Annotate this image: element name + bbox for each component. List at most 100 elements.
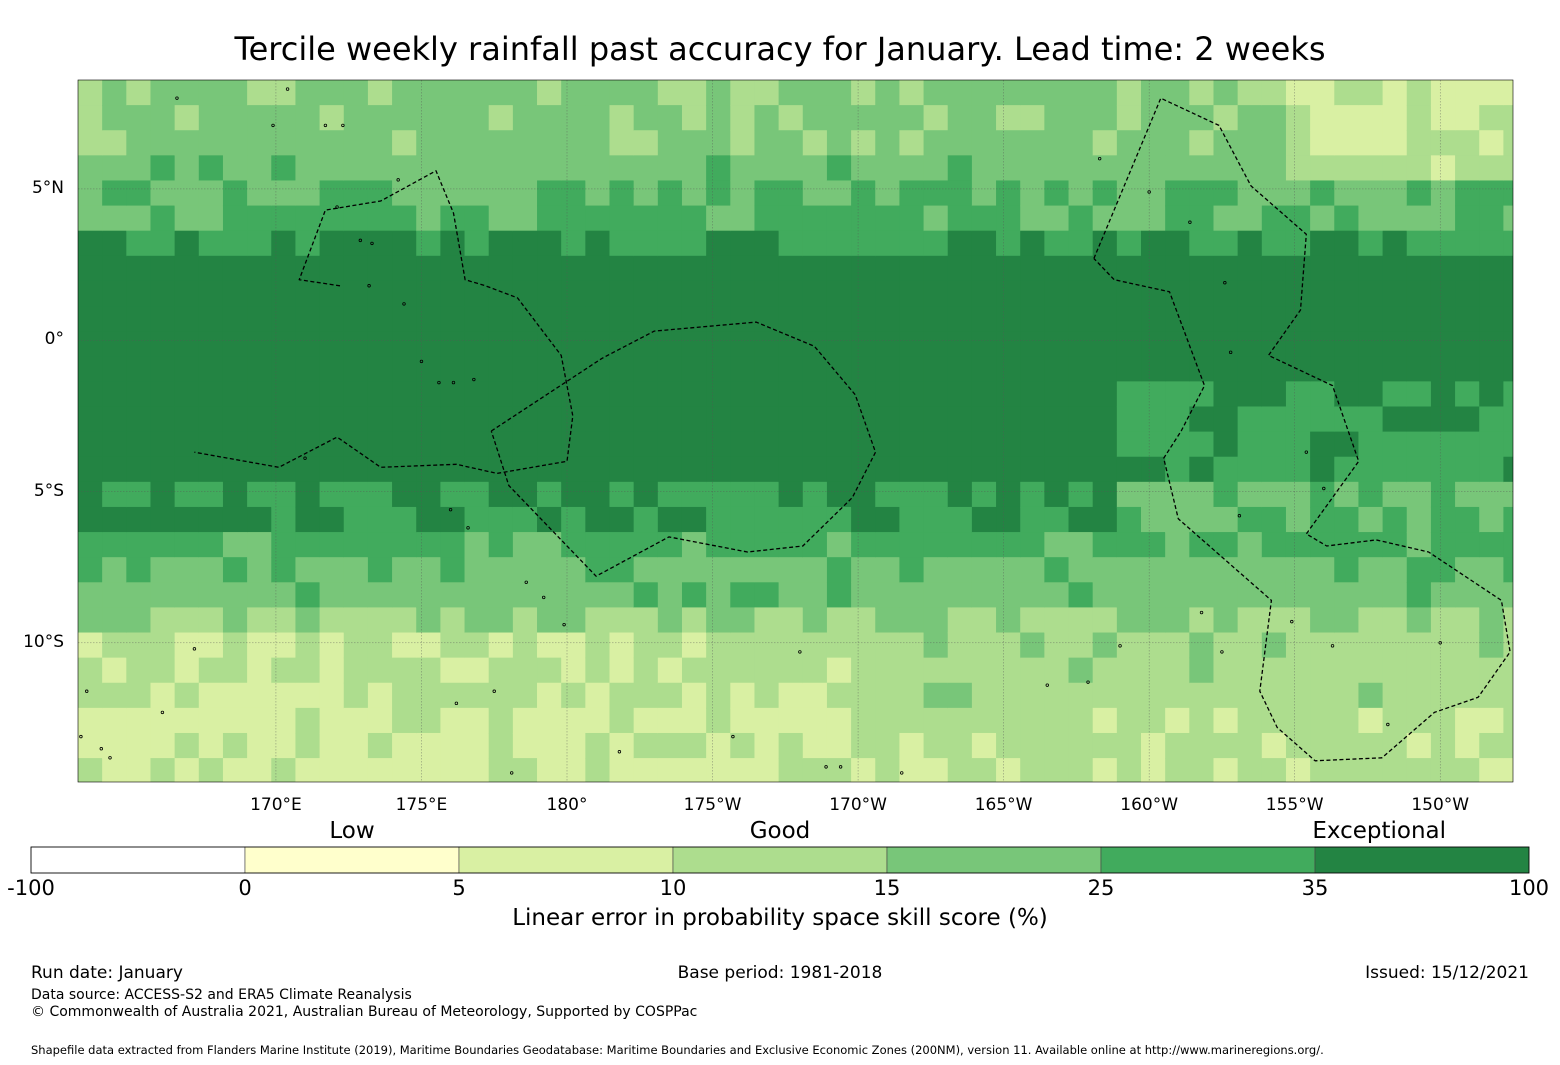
grid-cell [609,205,635,232]
grid-cell [657,431,683,458]
grid-cell [102,280,127,307]
grid-cell [1213,632,1239,659]
grid-cell [1237,280,1263,307]
colorbar-tick-label: 15 [873,876,901,900]
grid-cell [102,481,127,508]
grid-cell [1358,105,1384,131]
grid-cell [222,758,248,782]
grid-cell [198,632,224,659]
grid-cell [778,306,804,332]
grid-cell [488,632,514,659]
grid-cell [537,105,562,131]
grid-cell [561,230,586,257]
grid-cell [392,255,417,282]
eez-boundaries [194,97,1511,762]
grid-cell [367,381,393,408]
grid-cell [585,155,611,182]
grid-cell [1237,431,1263,458]
grid-cell [343,456,369,483]
grid-cell [222,180,248,207]
grid-cell [657,406,683,433]
grid-cell [875,582,901,609]
grid-cell [1213,331,1239,357]
grid-cell [657,280,683,307]
grid-cell [126,707,152,734]
grid-cell [1068,707,1094,734]
grid-cell [1044,532,1070,558]
grid-cell [464,758,490,782]
grid-cell [1189,481,1215,508]
grid-cell [78,130,103,156]
grid-cell [875,406,901,433]
grid-cell [174,306,200,332]
grid-cell [1044,682,1070,709]
grid-cell [1141,406,1166,433]
grid-cell [706,180,731,207]
grid-cell [1382,632,1408,659]
grid-cell [561,456,586,483]
grid-cell [802,456,828,483]
grid-cell [488,230,514,257]
grid-cell [247,732,272,759]
grid-cell [826,306,852,332]
coastlines [79,87,1442,775]
grid-cell [174,557,200,583]
grid-cell [1358,707,1384,734]
grid-cell [1334,356,1360,382]
grid-cell [681,230,707,257]
grid-cell [706,607,731,634]
grid-cell [947,205,973,232]
grid-cell [1358,557,1384,583]
grid-cell [1020,356,1045,382]
grid-cell [1116,481,1142,508]
grid-cell [343,707,369,734]
grid-cell [1479,331,1504,357]
grid-cell [367,406,393,433]
grid-cell [440,682,466,709]
grid-cell [996,506,1021,533]
grid-cell [126,356,152,382]
grid-cell [174,682,200,709]
grid-cell [295,456,321,483]
grid-cell [1479,758,1504,782]
grid-cell [561,431,586,458]
grid-cell [1310,155,1335,182]
grid-cell [343,105,369,131]
grid-cell [271,607,297,634]
grid-cell [585,632,611,659]
grid-cell [537,356,562,382]
grid-cell [102,657,127,684]
grid-cell [1237,230,1263,257]
grid-cell [271,732,297,759]
grid-cell [78,331,103,357]
grid-cell [706,657,731,684]
grid-cell [1358,306,1384,332]
grid-cell [537,255,562,282]
grid-cell [392,431,417,458]
grid-cell [222,105,248,131]
grid-cell [681,356,707,382]
grid-cell [778,331,804,357]
grid-cell [1479,657,1504,684]
grid-cell [1382,431,1408,458]
grid-cell [899,431,925,458]
grid-cell [971,431,997,458]
grid-cell [295,230,321,257]
grid-cell [416,406,441,433]
grid-cell [1189,657,1215,684]
grid-cell [1503,532,1513,558]
grid-cell [319,582,345,609]
grid-cell [78,105,103,131]
grid-cell [681,607,707,634]
grid-cell [1503,130,1513,156]
grid-cell [392,406,417,433]
grid-cell [247,456,272,483]
grid-cell [416,230,441,257]
grid-cell [150,280,176,307]
grid-cell [1430,306,1456,332]
grid-cell [971,356,997,382]
grid-cell [1479,481,1504,508]
grid-cell [609,532,635,558]
grid-cell [1092,456,1118,483]
grid-cell [319,180,345,207]
